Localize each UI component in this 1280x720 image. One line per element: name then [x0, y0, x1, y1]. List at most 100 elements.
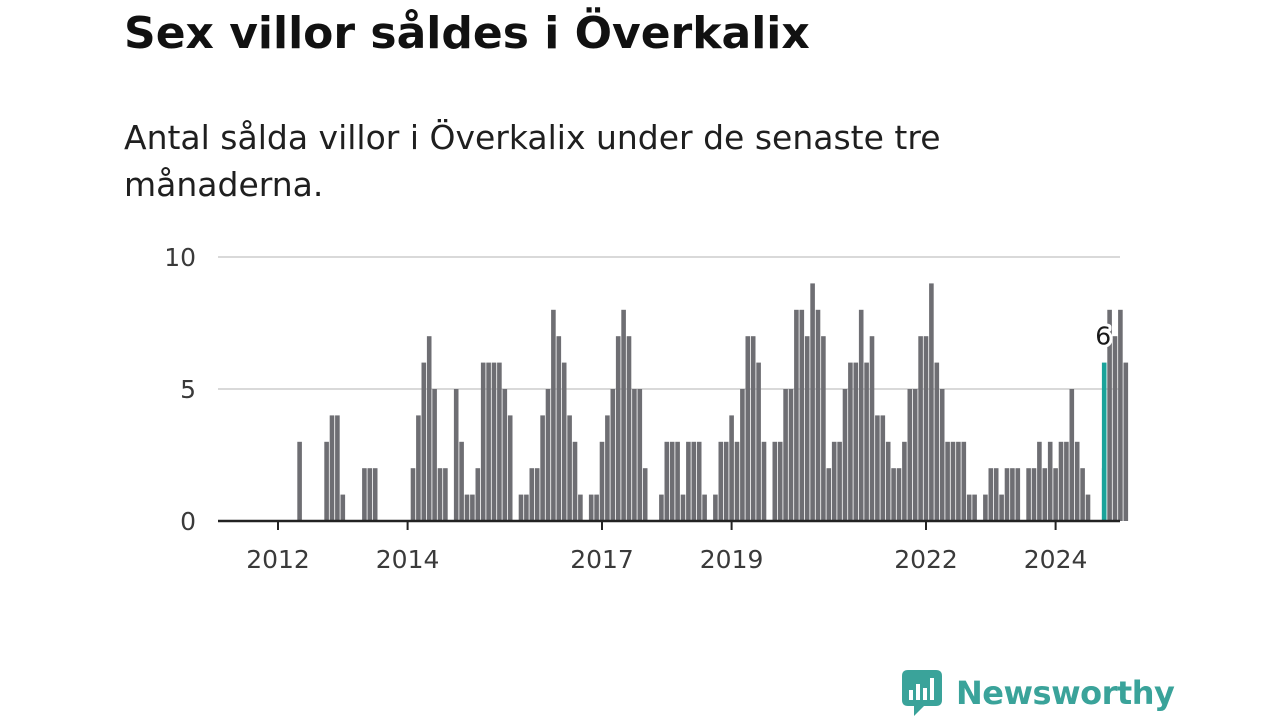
- bar: [588, 494, 594, 521]
- bar: [934, 362, 940, 521]
- bar: [1123, 362, 1129, 521]
- bar: [966, 494, 972, 521]
- x-tick-label: 2024: [1024, 545, 1088, 574]
- x-tick-label: 2019: [700, 545, 764, 574]
- bar: [572, 441, 578, 521]
- bar: [470, 494, 475, 521]
- bar: [675, 441, 680, 521]
- bar: [718, 441, 724, 521]
- bar: [907, 389, 913, 521]
- x-tick-label: 2014: [376, 545, 440, 574]
- bar: [918, 336, 923, 521]
- bar: [426, 336, 432, 521]
- bar: [540, 415, 545, 521]
- bar: [615, 336, 621, 521]
- bar: [772, 441, 778, 521]
- x-tick-label: 2017: [570, 545, 634, 574]
- bar: [956, 441, 961, 521]
- bar: [1010, 468, 1015, 521]
- bar: [1107, 309, 1112, 521]
- bar: [972, 494, 977, 521]
- bar: [502, 389, 508, 521]
- bar: [837, 441, 842, 521]
- bar: [410, 468, 416, 521]
- bar: [821, 336, 826, 521]
- bar: [475, 468, 481, 521]
- bar: [659, 494, 664, 521]
- bar: [486, 362, 491, 521]
- newsworthy-logo-icon: [902, 670, 942, 716]
- bar: [723, 441, 729, 521]
- bar: [686, 441, 691, 521]
- bar: [945, 441, 950, 521]
- bar: [637, 389, 643, 521]
- bar: [1042, 468, 1048, 521]
- bar: [869, 336, 875, 521]
- bar: [324, 441, 329, 521]
- x-tick-label: 2012: [246, 545, 310, 574]
- bar: [880, 415, 886, 521]
- bar: [1069, 389, 1075, 521]
- bar: [993, 468, 999, 521]
- bar: [480, 362, 486, 521]
- bar: [853, 362, 859, 521]
- bar: [1004, 468, 1010, 521]
- chart-title: Sex villor såldes i Överkalix: [124, 8, 810, 59]
- bar: [432, 389, 437, 521]
- bar: [491, 362, 497, 521]
- bar: [761, 441, 767, 521]
- bar: [831, 441, 837, 521]
- bar: [594, 494, 599, 521]
- bar: [929, 283, 934, 521]
- bar: [810, 283, 815, 521]
- bar: [799, 309, 805, 521]
- bar: [545, 389, 551, 521]
- bar: [745, 336, 751, 521]
- bar: [777, 441, 783, 521]
- bar: [518, 494, 524, 521]
- bar: [842, 389, 848, 521]
- bar: [459, 441, 464, 521]
- chart-subtitle: Antal sålda villor i Överkalix under de …: [124, 118, 941, 204]
- bar: [826, 468, 832, 521]
- bar: [1074, 441, 1080, 521]
- bar: [891, 468, 896, 521]
- bar: [788, 389, 794, 521]
- newsworthy-logo: Newsworthy: [902, 670, 1175, 716]
- newsworthy-wordmark: Newsworthy: [956, 674, 1175, 712]
- data-label-halo: 6: [1095, 322, 1111, 351]
- bar: [497, 362, 502, 521]
- bar: [1047, 441, 1053, 521]
- bar: [902, 441, 907, 521]
- bar: [567, 415, 572, 521]
- bar: [642, 468, 648, 521]
- bar: [750, 336, 756, 521]
- bar: [1026, 468, 1031, 521]
- bar: [1037, 441, 1042, 521]
- bar: [367, 468, 373, 521]
- data-label: 6: [1095, 322, 1111, 351]
- bar: [372, 468, 378, 521]
- y-tick-label: 0: [180, 507, 196, 536]
- y-tick-label: 10: [164, 243, 196, 272]
- bar: [691, 441, 697, 521]
- bar: [713, 494, 718, 521]
- bar: [1064, 441, 1069, 521]
- bar: [783, 389, 788, 521]
- bar: [340, 494, 346, 521]
- bar: [524, 494, 529, 521]
- bar: [1080, 468, 1085, 521]
- bar: [794, 309, 799, 521]
- bar: [669, 441, 675, 521]
- bar: [1053, 468, 1058, 521]
- bar: [632, 389, 637, 521]
- bar: [507, 415, 513, 521]
- bar: [815, 309, 821, 521]
- bar: [1112, 336, 1118, 521]
- bar: [702, 494, 707, 521]
- bar: [988, 468, 994, 521]
- bar: [561, 362, 567, 521]
- bar: [1031, 468, 1037, 521]
- bar: [664, 441, 670, 521]
